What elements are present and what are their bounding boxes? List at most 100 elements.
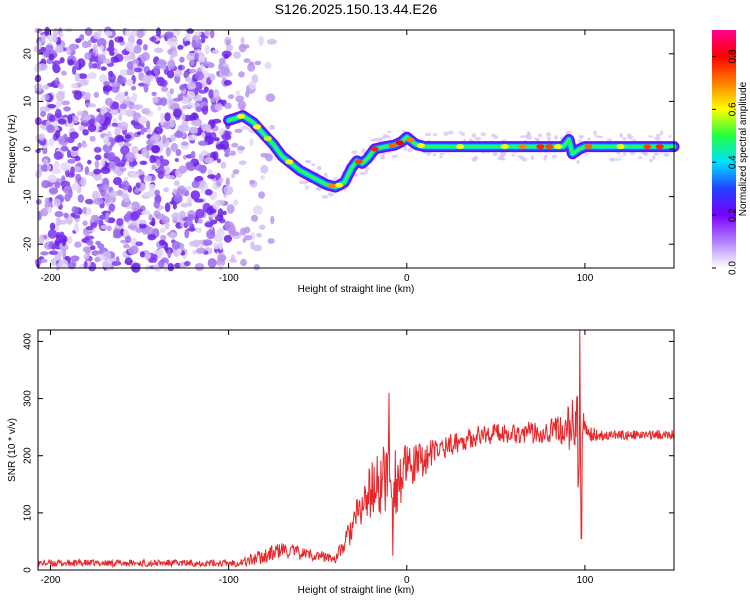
noise-speckle	[54, 211, 64, 218]
trace-hotspot	[263, 136, 272, 141]
noise-speckle	[158, 60, 168, 65]
trace-hotspot	[536, 144, 545, 150]
noise-speckle	[258, 36, 264, 46]
noise-speckle	[85, 226, 94, 231]
noise-speckle	[219, 57, 226, 65]
noise-speckle	[120, 145, 130, 156]
noise-speckle	[173, 193, 183, 204]
noise-speckle	[221, 133, 232, 141]
noise-speckle	[207, 169, 213, 176]
noise-speckle	[265, 93, 276, 102]
colorbar-tick-label: 0.6	[728, 102, 739, 116]
snr-series	[37, 329, 675, 569]
noise-speckle	[141, 74, 151, 84]
trace-hotspot	[616, 144, 625, 150]
noise-speckle	[647, 135, 654, 138]
noise-speckle	[141, 51, 150, 61]
noise-speckle	[124, 42, 135, 52]
noise-speckle	[87, 123, 97, 133]
noise-speckle	[544, 154, 548, 159]
noise-speckle	[223, 185, 234, 196]
noise-speckle	[593, 130, 597, 135]
noise-speckle	[149, 36, 157, 42]
noise-speckle	[191, 39, 197, 49]
noise-speckle	[169, 231, 177, 239]
trace-hotspot	[655, 144, 664, 150]
noise-speckle	[222, 210, 227, 216]
noise-speckle	[234, 128, 243, 133]
noise-speckle	[652, 155, 656, 160]
noise-speckle	[135, 182, 141, 189]
trace-hotspot	[285, 159, 294, 165]
noise-speckle	[235, 90, 240, 96]
noise-speckle	[175, 149, 182, 157]
noise-speckle	[82, 246, 92, 253]
noise-speckle	[498, 154, 505, 158]
noise-speckle	[172, 203, 177, 210]
noise-speckle	[71, 183, 81, 191]
noise-speckle	[93, 146, 102, 153]
noise-speckle	[202, 239, 213, 246]
trace-hotspot	[388, 143, 397, 148]
noise-speckle	[70, 255, 80, 262]
noise-speckle	[381, 156, 386, 160]
noise-speckle	[133, 123, 144, 130]
noise-speckle	[226, 204, 235, 214]
noise-speckle	[55, 129, 61, 139]
noise-speckle	[474, 137, 482, 141]
noise-speckle	[198, 54, 206, 63]
noise-speckle	[201, 33, 206, 44]
noise-speckle	[84, 198, 94, 205]
noise-speckle	[63, 106, 71, 112]
noise-speckle	[231, 231, 240, 236]
noise-speckle	[89, 135, 96, 142]
noise-speckle	[88, 61, 93, 69]
snr-background	[38, 330, 674, 570]
spectrogram-y-label: Frequency (Hz)	[7, 115, 18, 184]
noise-speckle	[132, 160, 138, 166]
noise-speckle	[48, 250, 59, 255]
noise-speckle	[223, 234, 232, 243]
noise-speckle	[49, 222, 56, 231]
noise-speckle	[197, 218, 203, 224]
noise-speckle	[181, 141, 189, 146]
noise-speckle	[187, 227, 196, 232]
noise-speckle	[623, 151, 627, 157]
noise-speckle	[124, 91, 129, 97]
noise-speckle	[207, 174, 216, 179]
noise-speckle	[47, 229, 57, 239]
noise-speckle	[219, 255, 226, 263]
noise-speckle	[439, 155, 443, 159]
noise-speckle	[183, 71, 190, 78]
noise-speckle	[407, 147, 413, 153]
noise-speckle	[44, 197, 50, 205]
noise-speckle	[136, 29, 144, 39]
noise-speckle	[167, 36, 172, 46]
noise-speckle	[108, 73, 116, 83]
noise-speckle	[125, 69, 135, 76]
noise-speckle	[67, 261, 77, 270]
noise-speckle	[174, 131, 184, 138]
noise-speckle	[463, 138, 467, 142]
noise-speckle	[167, 249, 172, 259]
noise-speckle	[114, 126, 121, 135]
noise-speckle	[77, 73, 88, 79]
colorbar-tick-label: 0.8	[728, 49, 739, 63]
noise-speckle	[163, 262, 168, 272]
noise-speckle	[171, 212, 181, 220]
noise-speckle	[214, 103, 223, 111]
noise-speckle	[139, 160, 148, 165]
noise-speckle	[66, 149, 71, 158]
noise-speckle	[637, 156, 643, 160]
noise-speckle	[546, 132, 551, 137]
noise-speckle	[198, 89, 208, 94]
colorbar-tick-label: 0.4	[728, 155, 739, 169]
noise-speckle	[214, 137, 220, 142]
noise-speckle	[103, 81, 110, 87]
noise-speckle	[134, 188, 140, 194]
noise-speckle	[220, 161, 227, 169]
noise-speckle	[54, 77, 60, 86]
noise-speckle	[210, 97, 216, 103]
noise-speckle	[69, 43, 76, 51]
